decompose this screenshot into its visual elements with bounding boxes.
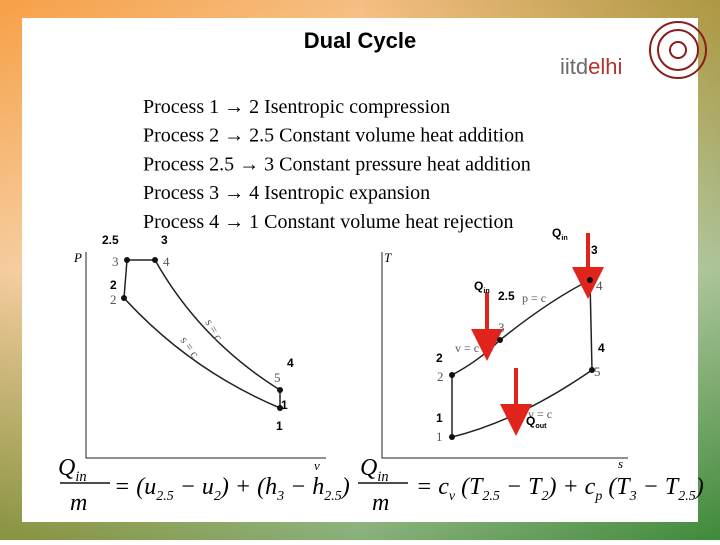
process-line: Process 2.5 → 3 Constant pressure heat a… [143, 153, 531, 175]
point-label-sub: in [561, 233, 567, 242]
formula-term: ) [694, 474, 704, 500]
formula-term: − h [284, 474, 324, 500]
formula-sub: 3 [276, 489, 284, 504]
numerator-sub: in [377, 469, 388, 485]
emblem [649, 21, 707, 79]
point-label: 4 [598, 341, 605, 355]
formula-sub: 3 [629, 489, 637, 504]
formula-sub: 2 [214, 489, 221, 504]
state-label: 4 [596, 278, 603, 293]
logo: iitdelhi [560, 54, 622, 79]
point-label-sub: in [483, 286, 489, 295]
axis-label: v [314, 458, 320, 473]
curve-label: v = c [528, 407, 552, 421]
formula-term: ) [340, 474, 350, 500]
axis-label: T [384, 250, 392, 265]
process-list: Process 1 → 2 Isentropic compression Proc… [143, 96, 531, 233]
formula-sub: v [449, 489, 456, 504]
formula-term: ) + (h [219, 474, 277, 500]
point-label: 2 [110, 278, 117, 292]
point-label: 2.5 [102, 233, 119, 247]
point-label: Qin [552, 226, 568, 242]
curve-label: v = c [455, 341, 479, 355]
formula-sub: 2.5 [678, 489, 696, 504]
formula-term: − T [637, 474, 680, 500]
content-area [22, 18, 698, 522]
state-label: 4 [163, 254, 170, 269]
point-label: 4 [287, 356, 294, 370]
formula-term: − u [174, 474, 214, 500]
state-label: 2 [110, 292, 117, 307]
numerator-main: Q [58, 455, 75, 481]
state-label: 5 [274, 370, 281, 385]
state-label: 1 [436, 429, 443, 444]
process-line: Process 4 → 1 Constant volume heat rejec… [143, 211, 513, 233]
point-label: Qout [526, 414, 547, 430]
point-label: 2 [436, 351, 443, 365]
process-line: Process 3 → 4 Isentropic expansion [143, 182, 430, 204]
axis-label: s [618, 456, 623, 471]
numerator-main: Q [360, 455, 377, 481]
formula-term: = (u [114, 474, 156, 500]
point-label: 1 [281, 398, 288, 412]
point-label: 3 [161, 233, 168, 247]
pv-diagram [85, 252, 326, 459]
state-label: 5 [594, 364, 601, 379]
state-points [121, 257, 595, 440]
denominator: m [372, 490, 389, 516]
point-label: 3 [591, 243, 598, 257]
formula-sub: 2.5 [156, 489, 174, 504]
formula-term: (T [602, 474, 631, 500]
point-label-main: Q [552, 226, 561, 240]
title: Dual Cycle [304, 28, 417, 53]
curve-label: p = c [522, 291, 546, 305]
point-label-main: Q [526, 414, 535, 428]
numerator: Qin [360, 455, 389, 485]
point-label: 2.5 [498, 289, 515, 303]
formula-rhs: = cv​ (T2.5​ − T2​) + cp​ (T3​ − T2.5​) [416, 474, 704, 504]
formula-sub: 2.5 [324, 489, 342, 504]
point-label-sub: out [535, 421, 547, 430]
state-label: 3 [112, 254, 119, 269]
state-label: 2 [437, 369, 444, 384]
point-label: Qin [474, 279, 490, 295]
numerator-sub: in [75, 469, 86, 485]
numerator: Qin [58, 455, 87, 485]
formula-rhs: = (u2.5​ − u2​) + (h3​ − h2.5​) [114, 474, 350, 504]
point-label: 1 [436, 411, 443, 425]
process-line: Process 2 → 2.5 Constant volume heat add… [143, 125, 524, 147]
formula-term: (T [455, 474, 484, 500]
ts-diagram [381, 233, 628, 459]
point-label: 1 [276, 419, 283, 433]
logo-part: iitd [560, 54, 588, 79]
formula-sub: 2.5 [482, 489, 500, 504]
formula-sub: 2 [541, 489, 548, 504]
state-label: 1 [276, 418, 283, 433]
state-label: 3 [498, 320, 505, 335]
formula-term: = c [416, 474, 449, 500]
formula-term: − T [500, 474, 543, 500]
formula-term: ) + c [546, 474, 595, 500]
logo-part: elhi [588, 54, 622, 79]
formula-sub: p [594, 489, 602, 504]
axis-label: P [73, 250, 82, 265]
denominator: m [70, 490, 87, 516]
point-label-main: Q [474, 279, 483, 293]
process-line: Process 1 → 2 Isentropic compression [143, 96, 450, 118]
